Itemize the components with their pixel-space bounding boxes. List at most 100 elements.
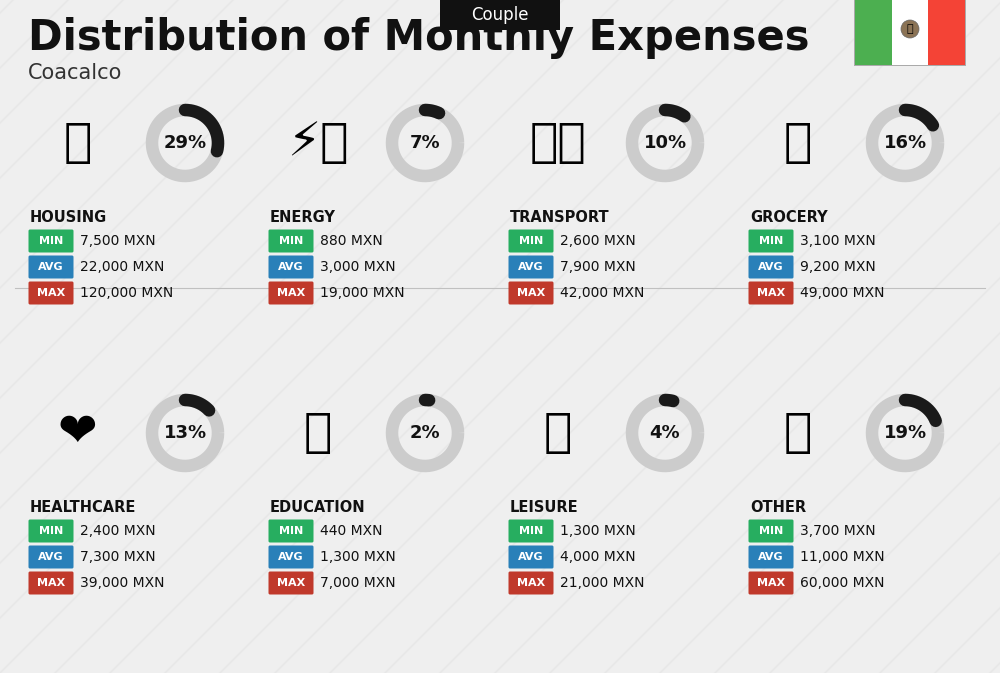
Text: 42,000 MXN: 42,000 MXN: [560, 286, 644, 300]
FancyBboxPatch shape: [892, 0, 928, 65]
Text: AVG: AVG: [38, 552, 64, 562]
Text: ❤️: ❤️: [58, 411, 98, 456]
FancyBboxPatch shape: [855, 0, 892, 65]
Text: MAX: MAX: [37, 578, 65, 588]
Text: AVG: AVG: [38, 262, 64, 272]
FancyBboxPatch shape: [28, 229, 74, 252]
Text: 🛍️: 🛍️: [544, 411, 572, 456]
FancyBboxPatch shape: [509, 229, 554, 252]
Text: 2,600 MXN: 2,600 MXN: [560, 234, 636, 248]
Text: 1,300 MXN: 1,300 MXN: [320, 550, 396, 564]
FancyBboxPatch shape: [928, 0, 965, 65]
Text: 60,000 MXN: 60,000 MXN: [800, 576, 885, 590]
Text: OTHER: OTHER: [750, 501, 806, 516]
Text: MIN: MIN: [279, 236, 303, 246]
Text: MIN: MIN: [39, 236, 63, 246]
Text: AVG: AVG: [278, 262, 304, 272]
Text: 11,000 MXN: 11,000 MXN: [800, 550, 885, 564]
FancyBboxPatch shape: [28, 281, 74, 304]
Text: 19,000 MXN: 19,000 MXN: [320, 286, 405, 300]
Text: MIN: MIN: [519, 526, 543, 536]
Text: MAX: MAX: [277, 578, 305, 588]
Text: 22,000 MXN: 22,000 MXN: [80, 260, 164, 274]
Text: 19%: 19%: [883, 424, 927, 442]
Text: 🦅: 🦅: [907, 24, 913, 34]
Text: MIN: MIN: [279, 526, 303, 536]
Text: 🎓: 🎓: [304, 411, 332, 456]
Text: HEALTHCARE: HEALTHCARE: [30, 501, 136, 516]
Text: ⚡🏠: ⚡🏠: [287, 120, 349, 166]
FancyBboxPatch shape: [268, 546, 314, 569]
Text: 120,000 MXN: 120,000 MXN: [80, 286, 173, 300]
Text: 3,700 MXN: 3,700 MXN: [800, 524, 876, 538]
Text: 880 MXN: 880 MXN: [320, 234, 383, 248]
FancyBboxPatch shape: [268, 520, 314, 542]
Text: 💰: 💰: [784, 411, 812, 456]
Text: HOUSING: HOUSING: [30, 211, 107, 225]
FancyBboxPatch shape: [748, 546, 794, 569]
Text: MIN: MIN: [519, 236, 543, 246]
FancyBboxPatch shape: [509, 546, 554, 569]
Text: 29%: 29%: [163, 134, 207, 152]
Text: AVG: AVG: [758, 552, 784, 562]
Text: 2,400 MXN: 2,400 MXN: [80, 524, 156, 538]
Text: 7,000 MXN: 7,000 MXN: [320, 576, 396, 590]
Text: 440 MXN: 440 MXN: [320, 524, 382, 538]
Text: 4,000 MXN: 4,000 MXN: [560, 550, 636, 564]
Text: MAX: MAX: [517, 578, 545, 588]
Text: 7,500 MXN: 7,500 MXN: [80, 234, 156, 248]
FancyBboxPatch shape: [28, 520, 74, 542]
Text: 2%: 2%: [410, 424, 440, 442]
FancyBboxPatch shape: [268, 256, 314, 279]
Text: TRANSPORT: TRANSPORT: [510, 211, 610, 225]
Text: 7%: 7%: [410, 134, 440, 152]
FancyBboxPatch shape: [509, 571, 554, 594]
Text: ENERGY: ENERGY: [270, 211, 336, 225]
Text: 3,000 MXN: 3,000 MXN: [320, 260, 396, 274]
FancyBboxPatch shape: [748, 229, 794, 252]
Text: LEISURE: LEISURE: [510, 501, 579, 516]
Text: 1,300 MXN: 1,300 MXN: [560, 524, 636, 538]
Text: 🛒: 🛒: [784, 120, 812, 166]
Text: AVG: AVG: [518, 262, 544, 272]
Text: 3,100 MXN: 3,100 MXN: [800, 234, 876, 248]
Text: MAX: MAX: [517, 288, 545, 298]
Text: Distribution of Monthly Expenses: Distribution of Monthly Expenses: [28, 17, 810, 59]
Text: 13%: 13%: [163, 424, 207, 442]
FancyBboxPatch shape: [28, 546, 74, 569]
Text: GROCERY: GROCERY: [750, 211, 828, 225]
Text: 🚌🚗: 🚌🚗: [530, 120, 586, 166]
FancyBboxPatch shape: [28, 256, 74, 279]
Text: 39,000 MXN: 39,000 MXN: [80, 576, 164, 590]
Text: MAX: MAX: [757, 288, 785, 298]
Text: EDUCATION: EDUCATION: [270, 501, 366, 516]
Text: MAX: MAX: [757, 578, 785, 588]
Text: Couple: Couple: [471, 6, 529, 24]
FancyBboxPatch shape: [509, 520, 554, 542]
Text: MIN: MIN: [759, 526, 783, 536]
Text: 10%: 10%: [643, 134, 687, 152]
FancyBboxPatch shape: [748, 520, 794, 542]
FancyBboxPatch shape: [748, 256, 794, 279]
FancyBboxPatch shape: [748, 281, 794, 304]
Text: 16%: 16%: [883, 134, 927, 152]
FancyBboxPatch shape: [509, 256, 554, 279]
FancyBboxPatch shape: [268, 571, 314, 594]
Text: AVG: AVG: [518, 552, 544, 562]
Text: Coacalco: Coacalco: [28, 63, 122, 83]
Text: AVG: AVG: [278, 552, 304, 562]
Text: MIN: MIN: [39, 526, 63, 536]
Text: 9,200 MXN: 9,200 MXN: [800, 260, 876, 274]
FancyBboxPatch shape: [854, 0, 966, 66]
Circle shape: [901, 20, 919, 38]
Text: 49,000 MXN: 49,000 MXN: [800, 286, 885, 300]
FancyBboxPatch shape: [268, 281, 314, 304]
Text: 7,900 MXN: 7,900 MXN: [560, 260, 636, 274]
FancyBboxPatch shape: [748, 571, 794, 594]
Text: 7,300 MXN: 7,300 MXN: [80, 550, 156, 564]
Text: 4%: 4%: [650, 424, 680, 442]
Text: AVG: AVG: [758, 262, 784, 272]
Text: MIN: MIN: [759, 236, 783, 246]
FancyBboxPatch shape: [509, 281, 554, 304]
FancyBboxPatch shape: [268, 229, 314, 252]
